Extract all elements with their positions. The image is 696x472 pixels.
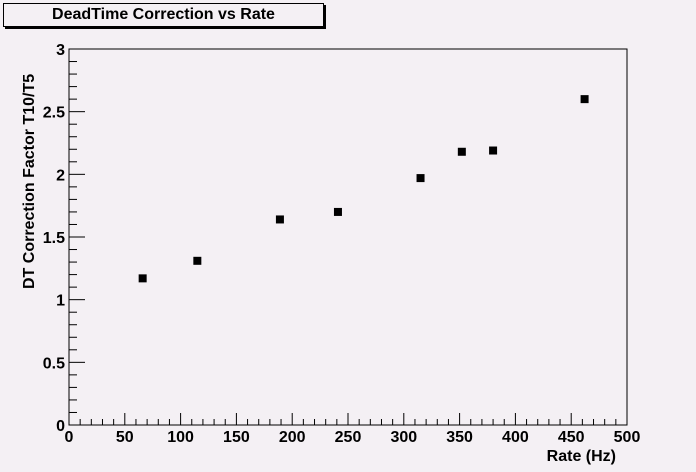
- x-tick-label: 500: [614, 429, 641, 446]
- y-tick-label: 1: [56, 293, 65, 310]
- plot-frame: [68, 48, 628, 426]
- data-point: [580, 95, 589, 104]
- y-tick-label: 1.5: [43, 230, 65, 247]
- x-tick-label: 50: [116, 429, 134, 446]
- y-tick-label: 0: [56, 418, 65, 435]
- x-tick-label: 350: [446, 429, 473, 446]
- x-tick-label: 400: [502, 429, 529, 446]
- data-point: [193, 256, 202, 265]
- x-tick-label: 300: [390, 429, 417, 446]
- x-tick-label: 100: [167, 429, 194, 446]
- data-point: [333, 207, 342, 216]
- data-point: [138, 274, 147, 283]
- plot-border: [68, 48, 628, 426]
- data-points: [138, 95, 589, 283]
- x-tick-label: 250: [335, 429, 362, 446]
- y-tick-label: 3: [56, 42, 65, 59]
- y-tick-label: 0.5: [43, 355, 65, 372]
- x-axis-title: Rate (Hz): [547, 448, 616, 465]
- y-tick-label: 2: [56, 167, 65, 184]
- data-point: [416, 174, 425, 183]
- x-tick-label: 0: [65, 429, 74, 446]
- y-tick-label: 2.5: [43, 105, 65, 122]
- y-axis: 0 0.5 1 1.5 2 2.5 3: [43, 42, 85, 435]
- y-axis-title: DT Correction Factor T10/T5: [21, 74, 38, 289]
- x-tick-label: 150: [223, 429, 250, 446]
- data-point: [275, 215, 284, 224]
- chart-title-box: DeadTime Correction vs Rate: [3, 3, 324, 27]
- x-axis: 0 50 100 150 200 250 300 350 400 450 500: [65, 413, 641, 446]
- x-tick-label: 200: [279, 429, 306, 446]
- x-tick-label: 450: [558, 429, 585, 446]
- data-point: [489, 146, 498, 155]
- chart-title: DeadTime Correction vs Rate: [52, 6, 275, 23]
- data-point: [457, 147, 466, 156]
